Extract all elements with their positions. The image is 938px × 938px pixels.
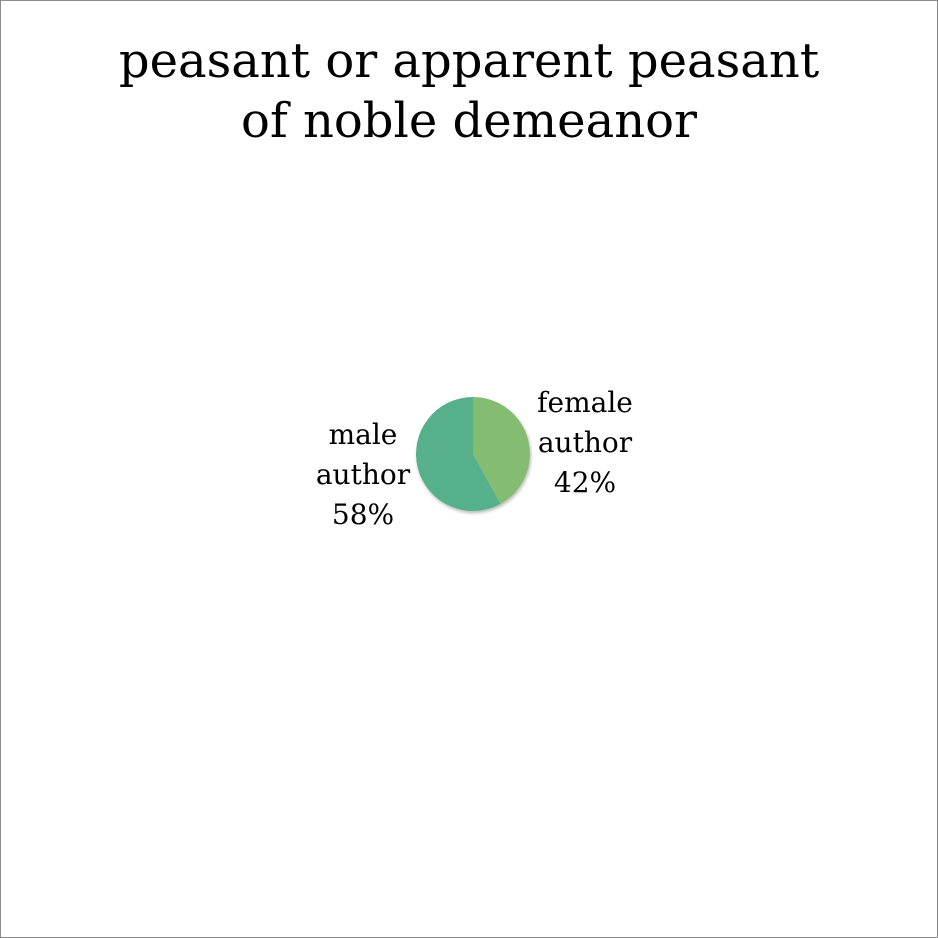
data-label-percent: 42% (554, 466, 616, 499)
data-label-percent: 58% (332, 498, 394, 531)
data-label-text: author (538, 426, 633, 459)
data-label-text: author (316, 458, 411, 491)
chart-title: peasant or apparent peasant of noble dem… (1, 31, 937, 151)
data-label-female-author: female author 42% (537, 386, 633, 499)
pie-labels: female author 42% male author 58% (316, 386, 633, 531)
chart-title-line-1: peasant or apparent peasant (118, 33, 820, 89)
data-label-text: male (329, 418, 398, 451)
pie-group (416, 397, 530, 511)
pie-slice-male-author (416, 397, 501, 511)
chart-title-line-2: of noble demeanor (241, 93, 697, 149)
data-label-male-author: male author 58% (316, 418, 411, 531)
pie-slice-female-author (473, 397, 530, 504)
data-label-text: female (537, 386, 633, 419)
